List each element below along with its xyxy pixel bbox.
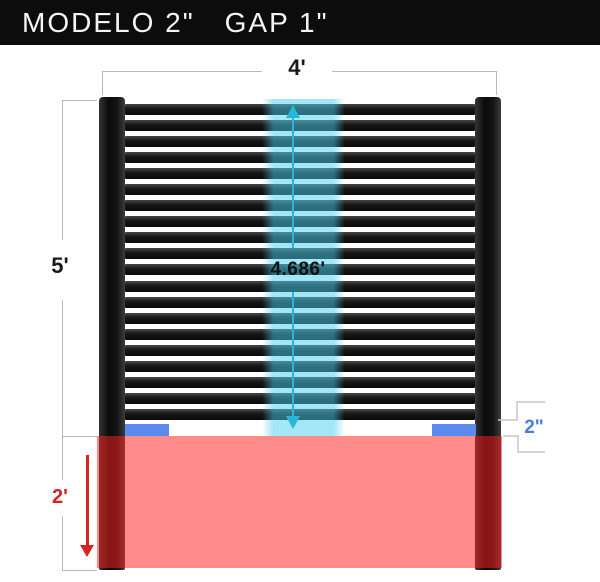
burial-depth-label: 2'	[52, 486, 68, 508]
width-label: 4'	[288, 55, 306, 80]
inner-height-label: 4.686'	[270, 259, 326, 280]
height-label: 5'	[51, 253, 69, 278]
height-dimension-tick-bottom	[62, 436, 97, 437]
burial-arrow-down-icon	[80, 545, 94, 557]
highlight-band	[262, 99, 345, 436]
arrow-down-icon	[286, 416, 300, 429]
burial-dimension-line-top	[62, 436, 63, 480]
header-bar: MODELO 2" GAP 1"	[0, 0, 600, 45]
gap-title-text: GAP 1"	[224, 6, 329, 38]
inner-height-arrow-line-bottom	[292, 292, 294, 423]
height-dimension-line-top	[62, 100, 63, 240]
channel-callout-bracket	[498, 401, 545, 453]
ground-overlay	[97, 436, 502, 568]
channel-bracket-right	[432, 424, 476, 436]
inner-height-arrow-line-top	[292, 117, 294, 248]
channel-bracket-left	[125, 424, 169, 436]
width-dimension-tick-left	[102, 71, 103, 95]
model-title-text: MODELO 2"	[22, 6, 195, 38]
height-dimension-line-bottom	[62, 300, 63, 436]
burial-dimension-tick-bottom	[62, 570, 97, 571]
arrow-up-icon	[286, 105, 300, 118]
channel-size-label: 2"	[524, 417, 544, 438]
page-title: MODELO 2" GAP 1"	[0, 7, 329, 39]
width-dimension-line-right	[332, 71, 497, 72]
height-dimension-tick-top	[62, 100, 97, 101]
width-dimension-tick-right	[496, 71, 497, 95]
width-dimension-line-left	[102, 71, 262, 72]
burial-arrow-line	[86, 455, 89, 545]
burial-dimension-line-bottom	[62, 516, 63, 570]
